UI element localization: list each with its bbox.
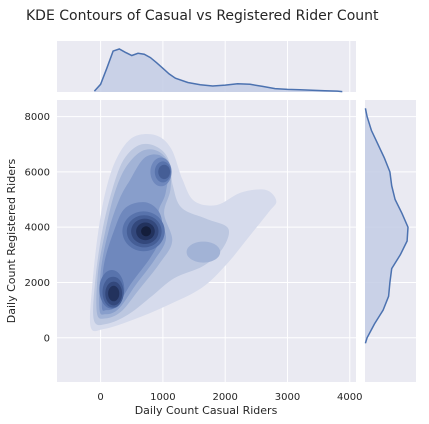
right-density-line [364, 108, 409, 344]
x-tick-label: 3000 [275, 392, 300, 403]
contour-level-8-low [108, 285, 120, 302]
y-tick-label: 8000 [25, 112, 50, 123]
y-axis-ticks: 0 2000 4000 6000 8000 [25, 112, 50, 344]
x-axis-ticks: 0 1000 2000 3000 4000 [97, 392, 362, 403]
contour-level-2-shoulder [186, 241, 221, 263]
right-marginal-density [364, 108, 409, 344]
chart-title: KDE Contours of Casual vs Registered Rid… [26, 8, 379, 24]
x-tick-label: 1000 [150, 392, 175, 403]
top-density-area [94, 49, 343, 92]
y-tick-label: 2000 [25, 278, 50, 289]
y-tick-label: 6000 [25, 167, 50, 178]
contour-level-6-high [158, 164, 171, 180]
x-axis-label: Daily Count Casual Riders [135, 404, 278, 417]
y-tick-label: 0 [44, 333, 50, 344]
x-tick-label: 0 [97, 392, 103, 403]
x-tick-label: 4000 [337, 392, 362, 403]
y-tick-label: 4000 [25, 223, 50, 234]
right-density-area [365, 108, 408, 344]
y-axis-label: Daily Count Registered Riders [5, 158, 18, 323]
kde-contours [89, 134, 277, 332]
top-density-line [93, 48, 343, 93]
top-marginal-density [93, 48, 343, 93]
x-tick-label: 2000 [212, 392, 237, 403]
contour-level-9-main [141, 226, 152, 237]
